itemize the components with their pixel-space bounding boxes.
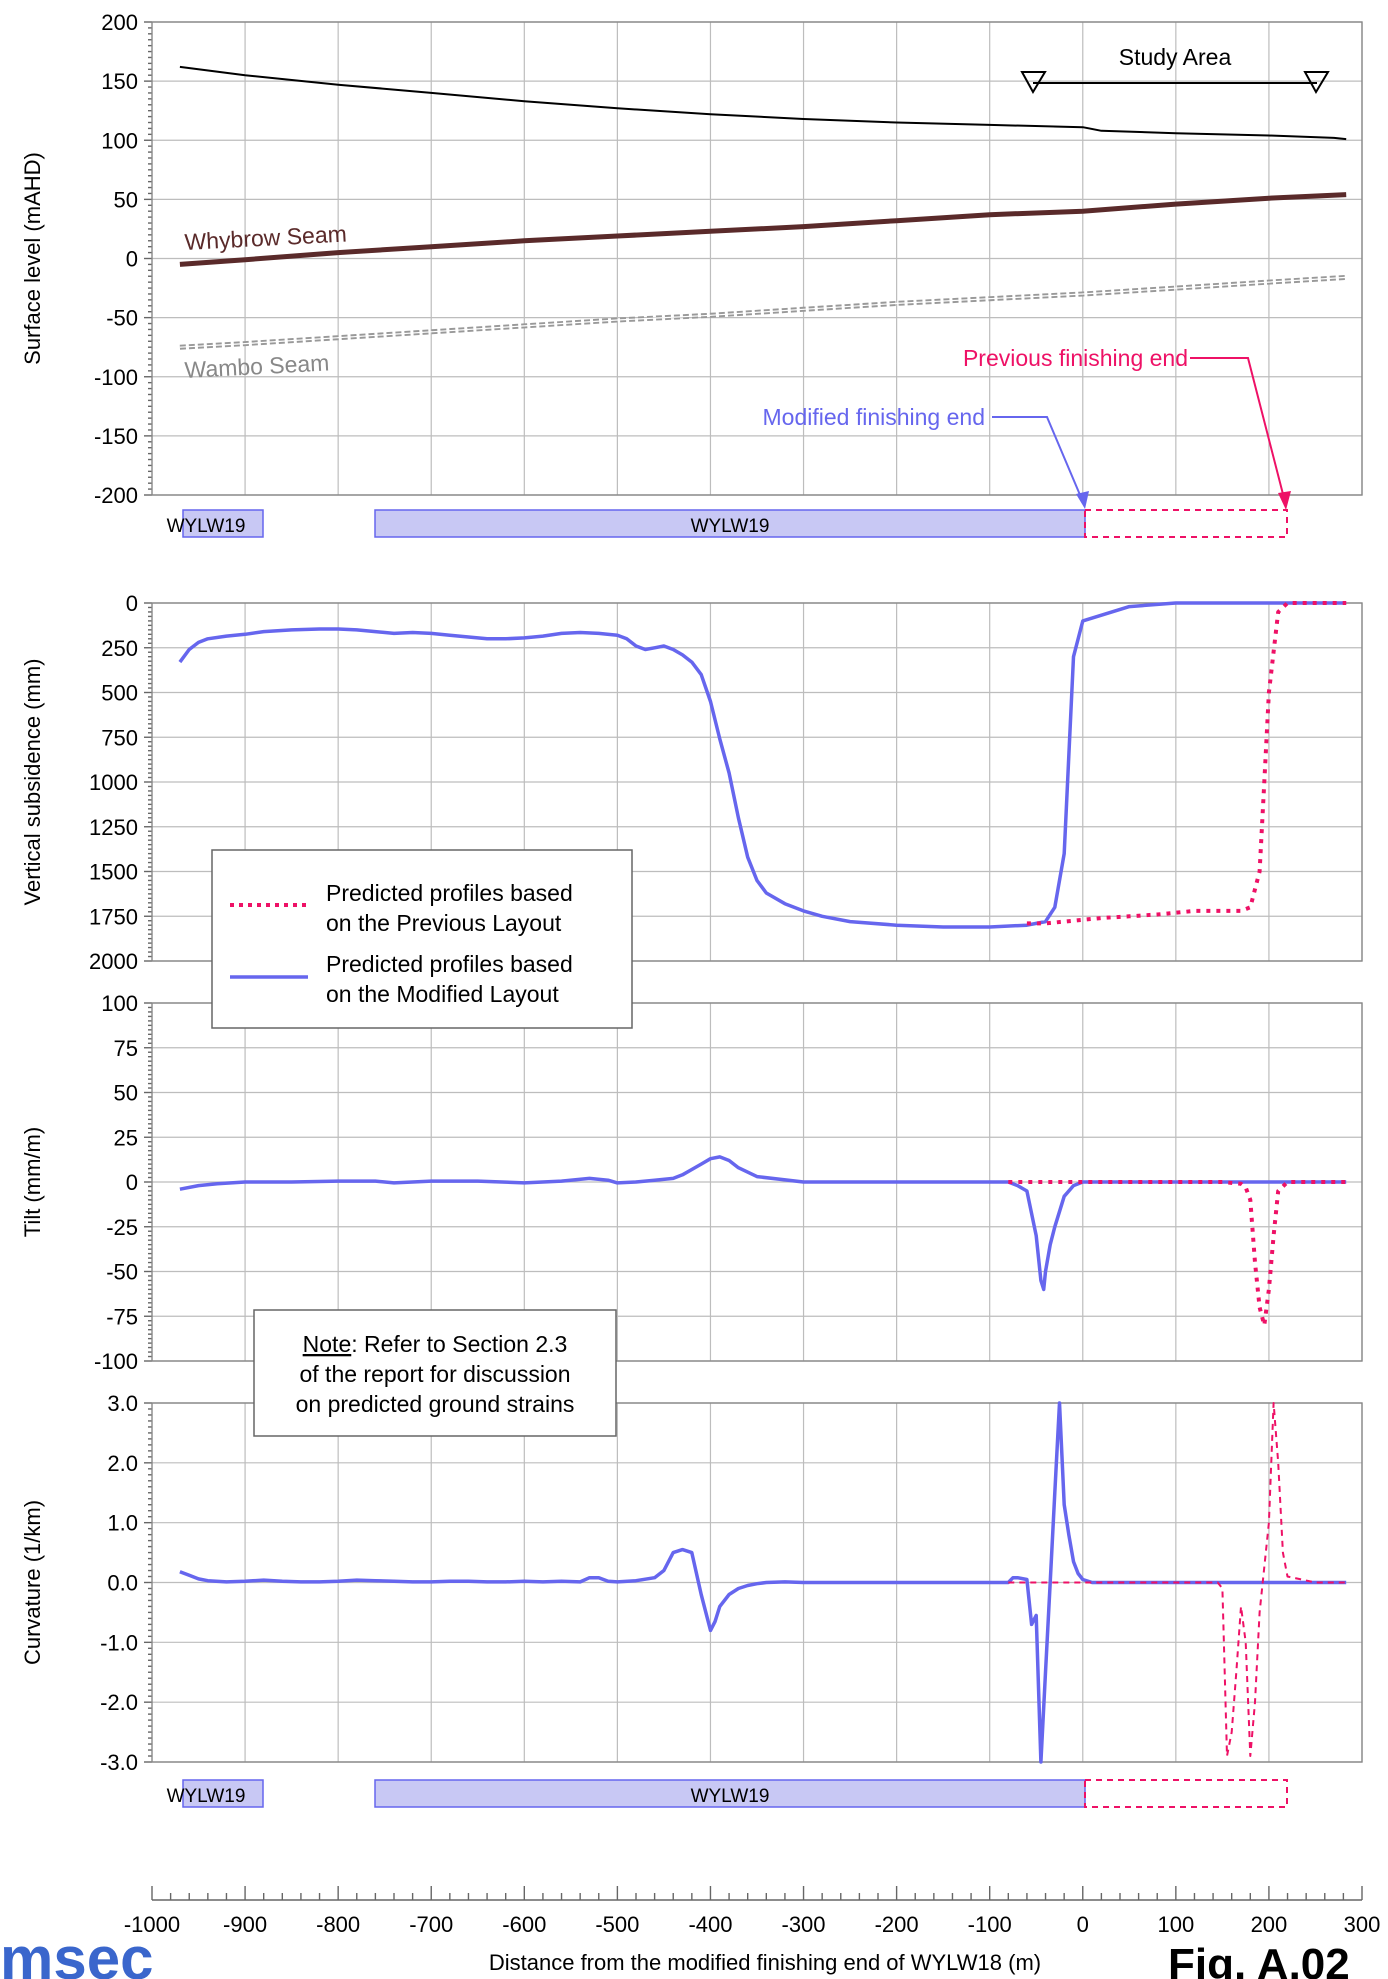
x-tick-label: -700 — [409, 1912, 453, 1937]
legend-modified-line2: on the Modified Layout — [326, 981, 559, 1007]
note-underlined: Note — [303, 1331, 352, 1357]
y-tick-label: 1250 — [89, 815, 138, 840]
msec-logo: msec — [0, 1925, 153, 1979]
previous-layout-line — [1026, 601, 1347, 926]
y-tick-label: 75 — [114, 1036, 138, 1061]
series-layer — [178, 65, 1347, 1764]
whybrow-seam-label: Whybrow Seam — [184, 221, 347, 255]
note-box: Note: Refer to Section 2.3 of the report… — [253, 1309, 617, 1437]
y-tick-label: 200 — [101, 10, 138, 35]
y-tick-label: 150 — [101, 69, 138, 94]
previous-finishing-end-label: Previous finishing end — [963, 345, 1188, 371]
modified-finishing-end-label: Modified finishing end — [763, 404, 985, 430]
y-tick-label: 0 — [126, 591, 138, 616]
plot-frame — [151, 21, 1363, 496]
previous-layout-line — [1008, 1180, 1347, 1328]
note-line-1-rest: : Refer to Section 2.3 — [351, 1331, 567, 1357]
study-area-marker: Study Area — [1020, 44, 1330, 95]
y-tick-label: -100 — [94, 1349, 138, 1374]
panel-label-main-bottom: WYLW19 — [691, 1786, 770, 1807]
y-tick-label: 1750 — [89, 904, 138, 929]
modified-layout-line — [178, 601, 1347, 929]
y-tick-label: 1000 — [89, 770, 138, 795]
x-axis: -1000 -900 -800 -700 -600 -500 -400 -300 -200 -10… — [124, 1886, 1381, 1937]
x-tick-label: -200 — [875, 1912, 919, 1937]
y-tick-label: -25 — [106, 1215, 138, 1240]
x-tick-label: -400 — [688, 1912, 732, 1937]
legend-previous-line2: on the Previous Layout — [326, 910, 562, 936]
y-tick-label: 750 — [101, 725, 138, 750]
x-tick-label: -600 — [502, 1912, 546, 1937]
x-tick-label: -800 — [316, 1912, 360, 1937]
surface-line — [179, 65, 1347, 141]
y-tick-label: -100 — [94, 365, 138, 390]
y-tick-label: -1.0 — [100, 1630, 138, 1655]
x-axis-label: Distance from the modified finishing end… — [489, 1950, 1041, 1975]
modified-finishing-end-callout: Modified finishing end — [763, 404, 1089, 509]
y-tick-label: -150 — [94, 424, 138, 449]
note-line-1: Note: Refer to Section 2.3 — [303, 1331, 568, 1357]
figure-label: Fig. A.02 — [1168, 1940, 1350, 1979]
y-axis-label: Tilt (mm/m) — [20, 1127, 45, 1237]
y-tick-label: -50 — [106, 306, 138, 331]
x-tick-label: -500 — [595, 1912, 639, 1937]
previous-layout-line — [1008, 1402, 1347, 1757]
legend-modified-line1: Predicted profiles based — [326, 951, 573, 977]
y-tick-label: 500 — [101, 681, 138, 706]
y-tick-label: 250 — [101, 636, 138, 661]
plot-frame — [151, 1002, 1363, 1362]
x-tick-label: 300 — [1344, 1912, 1381, 1937]
panel-label-left-top: WYLW19 — [167, 516, 246, 537]
y-axis-label: Surface level (mAHD) — [20, 152, 45, 365]
y-tick-label: -2.0 — [100, 1690, 138, 1715]
x-tick-label: -900 — [223, 1912, 267, 1937]
x-tick-label: 0 — [1077, 1912, 1089, 1937]
x-tick-label: 200 — [1251, 1912, 1288, 1937]
y-tick-label: 1.0 — [107, 1511, 138, 1536]
panel-label-left-bottom: WYLW19 — [167, 1786, 246, 1807]
y-tick-label: 50 — [114, 187, 138, 212]
y-tick-label: 3.0 — [107, 1391, 138, 1416]
study-area-label: Study Area — [1119, 44, 1232, 70]
x-tick-label: 100 — [1157, 1912, 1194, 1937]
note-line-2: of the report for discussion — [299, 1361, 570, 1387]
plot-frame — [151, 602, 1363, 962]
x-tick-label: -100 — [968, 1912, 1012, 1937]
y-tick-label: 0 — [126, 247, 138, 272]
whybrow-seam-line — [179, 192, 1347, 267]
panel-bars-top: WYLW19 WYLW19 — [167, 509, 1288, 538]
y-tick-label: 1500 — [89, 860, 138, 885]
wambo-seam-label: Wambo Seam — [184, 349, 330, 383]
x-tick-label: -1000 — [124, 1912, 180, 1937]
modified-layout-line — [179, 1155, 1347, 1292]
y-tick-label: 2.0 — [107, 1451, 138, 1476]
x-tick-label: -300 — [782, 1912, 826, 1937]
wambo-seam-center — [179, 276, 1347, 348]
note-line-3: on predicted ground strains — [296, 1391, 575, 1417]
legend-previous-line1: Predicted profiles based — [326, 880, 573, 906]
modified-layout-line — [179, 1401, 1347, 1764]
plot-frame — [151, 1402, 1363, 1763]
panel-label-main-top: WYLW19 — [691, 516, 770, 537]
previous-finishing-end-callout: Previous finishing end — [963, 345, 1291, 510]
panel-bars-bottom: WYLW19 WYLW19 — [167, 1779, 1288, 1808]
y-tick-label: 0.0 — [107, 1571, 138, 1596]
y-tick-label: -200 — [94, 483, 138, 508]
y-tick-label: 50 — [114, 1081, 138, 1106]
y-tick-label: 2000 — [89, 949, 138, 974]
legend: Predicted profiles based on the Previous… — [211, 849, 633, 1029]
y-tick-label: -3.0 — [100, 1750, 138, 1775]
y-tick-label: -75 — [106, 1304, 138, 1329]
y-tick-label: 100 — [101, 991, 138, 1016]
y-axis-label: Curvature (1/km) — [20, 1500, 45, 1665]
y-tick-label: 0 — [126, 1170, 138, 1195]
y-tick-label: -50 — [106, 1260, 138, 1285]
y-tick-label: 25 — [114, 1125, 138, 1150]
y-tick-label: 100 — [101, 128, 138, 153]
y-axis-label: Vertical subsidence (mm) — [20, 659, 45, 906]
